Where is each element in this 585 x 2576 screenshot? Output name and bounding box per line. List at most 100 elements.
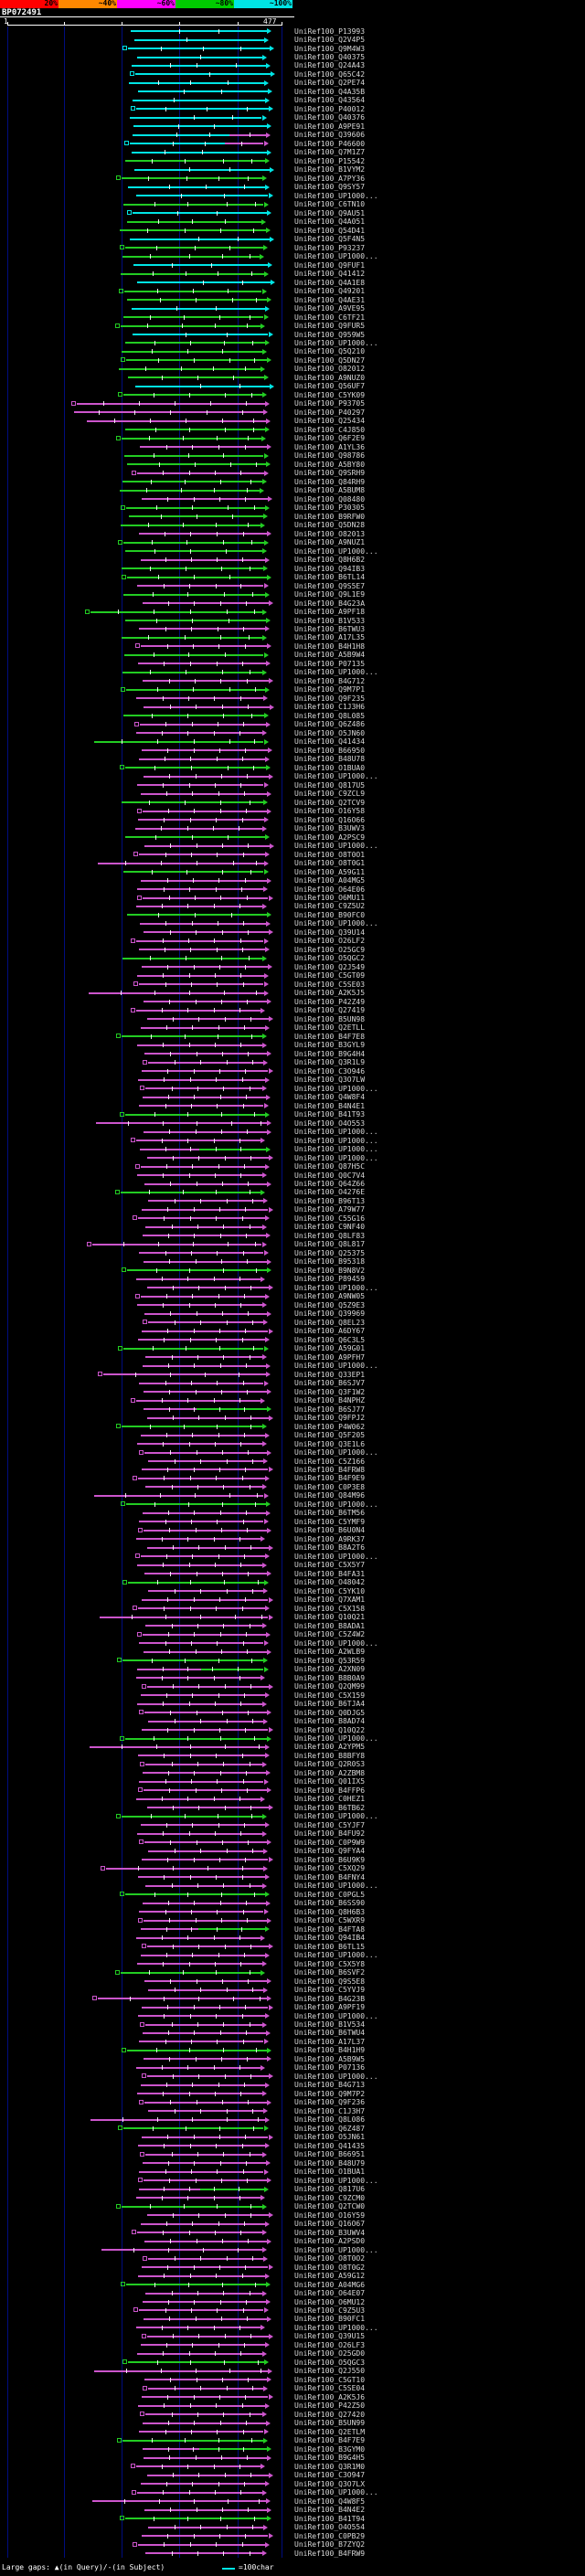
alignment-bar[interactable] [143, 1391, 268, 1394]
hit-label[interactable]: UniRef100_C5WXR9 [294, 1916, 366, 1925]
alignment-bar[interactable] [138, 819, 265, 822]
alignment-bar[interactable] [136, 1832, 262, 1835]
alignment-bar[interactable] [141, 2266, 269, 2268]
hit-label[interactable]: UniRef100_B8B0A9 [294, 1673, 366, 1682]
alignment-bar[interactable] [144, 1053, 267, 1055]
alignment-bar[interactable] [121, 437, 261, 440]
hit-label[interactable]: UniRef100_Q2PE74 [294, 79, 366, 88]
alignment-bar[interactable] [123, 1347, 264, 1350]
alignment-bar[interactable] [225, 143, 264, 145]
hit-label[interactable]: UniRef100_B6U9K9 [294, 1855, 366, 1864]
hit-label[interactable]: UniRef100_B8AD74 [294, 1717, 366, 1725]
alignment-bar[interactable] [139, 853, 266, 855]
hit-label[interactable]: UniRef100_P93705 [294, 399, 366, 408]
alignment-bar[interactable] [140, 2083, 265, 2086]
alignment-bar[interactable] [143, 1130, 268, 1133]
hit-label[interactable]: UniRef100_UP1000... [294, 1734, 378, 1743]
alignment-bar[interactable] [141, 1468, 269, 1471]
hit-label[interactable]: UniRef100_Q9FUR5 [294, 322, 366, 330]
hit-label[interactable]: UniRef100_B48U79 [294, 2158, 366, 2168]
alignment-bar[interactable] [146, 2214, 270, 2217]
hit-label[interactable]: UniRef100_O48042 [294, 1578, 366, 1587]
alignment-bar[interactable] [140, 792, 267, 795]
hit-label[interactable]: UniRef100_B8BFY8 [294, 1751, 366, 1760]
alignment-bar[interactable] [121, 524, 261, 526]
hit-label[interactable]: UniRef100_O26LF2 [294, 937, 366, 946]
hit-label[interactable]: UniRef100_B1V533 [294, 616, 366, 625]
alignment-bar[interactable] [125, 2284, 266, 2285]
hit-label[interactable]: UniRef100_A5B9W5 [294, 2054, 366, 2063]
hit-label[interactable]: UniRef100_C5X158 [294, 1604, 366, 1613]
hit-label[interactable]: UniRef100_UP1000... [294, 2245, 378, 2254]
hit-label[interactable]: UniRef100_B1V534 [294, 2020, 366, 2029]
alignment-bar[interactable] [135, 1538, 261, 1541]
alignment-bar[interactable] [138, 533, 268, 535]
alignment-bar[interactable] [136, 1304, 262, 1307]
alignment-bar[interactable] [136, 2352, 262, 2355]
hit-label[interactable]: UniRef100_Q5DN27 [294, 355, 366, 365]
hit-label[interactable]: UniRef100_Q4W8F4 [294, 1093, 366, 1102]
hit-label[interactable]: UniRef100_UP1000... [294, 1362, 378, 1371]
alignment-bar[interactable] [127, 376, 265, 379]
alignment-bar[interactable] [136, 1564, 262, 1566]
alignment-bar[interactable] [137, 585, 264, 587]
alignment-bar[interactable] [136, 784, 264, 787]
hit-label[interactable]: UniRef100_Q65C42 [294, 69, 366, 79]
alignment-bar[interactable] [139, 983, 264, 986]
hit-label[interactable]: UniRef100_UP1000... [294, 2176, 378, 2185]
alignment-bar[interactable] [119, 229, 266, 232]
alignment-bar[interactable] [123, 593, 265, 596]
hit-label[interactable]: UniRef100_Q3F1W2 [294, 1387, 366, 1396]
hit-label[interactable]: UniRef100_Q2TCW0 [294, 2202, 366, 2211]
alignment-bar[interactable] [144, 844, 270, 847]
hit-label[interactable]: UniRef100_B6TWU4 [294, 2029, 366, 2038]
alignment-bar[interactable] [129, 143, 226, 145]
hit-label[interactable]: UniRef100_B4F9E9 [294, 1474, 366, 1483]
hit-label[interactable]: UniRef100_Q0DJG5 [294, 1708, 366, 1717]
hit-label[interactable]: UniRef100_C5YMF9 [294, 1517, 366, 1526]
alignment-bar[interactable] [124, 1737, 267, 1740]
alignment-bar[interactable] [143, 775, 270, 778]
alignment-bar[interactable] [140, 446, 267, 449]
alignment-bar[interactable] [143, 1529, 268, 1532]
alignment-bar[interactable] [146, 2075, 270, 2078]
alignment-bar[interactable] [134, 168, 271, 171]
hit-label[interactable]: UniRef100_P40012 [294, 104, 366, 113]
alignment-bar[interactable] [143, 2058, 268, 2061]
alignment-bar[interactable] [132, 64, 266, 67]
hit-label[interactable]: UniRef100_Q53R59 [294, 1656, 366, 1665]
alignment-bar[interactable] [138, 663, 266, 665]
alignment-bar[interactable] [135, 2327, 261, 2329]
alignment-bar[interactable] [136, 697, 263, 700]
alignment-bar[interactable] [148, 2257, 263, 2260]
hit-label[interactable]: UniRef100_Q41434 [294, 737, 366, 747]
hit-label[interactable]: UniRef100_Q98786 [294, 451, 366, 461]
alignment-bar[interactable] [138, 1607, 266, 1610]
alignment-bar[interactable] [148, 1321, 263, 1324]
hit-label[interactable]: UniRef100_B96T13 [294, 1196, 366, 1205]
alignment-bar[interactable] [136, 1044, 262, 1046]
alignment-bar[interactable] [129, 81, 264, 84]
hit-label[interactable]: UniRef100_Q817U6 [294, 2185, 366, 2194]
alignment-bar[interactable] [146, 1945, 270, 1948]
hit-label[interactable]: UniRef100_A17L37 [294, 2037, 366, 2046]
alignment-bar[interactable] [144, 1841, 267, 1844]
alignment-bar[interactable] [145, 1356, 263, 1359]
alignment-bar[interactable] [135, 2465, 261, 2468]
hit-label[interactable]: UniRef100_B6TL14 [294, 573, 366, 581]
hit-label[interactable]: UniRef100_Q25375 [294, 1248, 366, 1257]
hit-label[interactable]: UniRef100_A17L35 [294, 633, 366, 642]
hit-label[interactable]: UniRef100_UP1000... [294, 1882, 378, 1891]
alignment-bar[interactable] [138, 1477, 266, 1479]
alignment-bar[interactable] [133, 38, 265, 41]
hit-label[interactable]: UniRef100_A9VE95 [294, 304, 366, 313]
hit-label[interactable]: UniRef100_Q4A1E8 [294, 278, 366, 287]
hit-label[interactable]: UniRef100_Q9AU51 [294, 208, 366, 217]
alignment-bar[interactable] [122, 350, 263, 353]
alignment-bar[interactable] [145, 2552, 263, 2554]
alignment-bar[interactable] [141, 1070, 269, 1073]
hit-label[interactable]: UniRef100_C5X5Y8 [294, 1959, 366, 1968]
hit-label[interactable]: UniRef100_Q39606 [294, 131, 366, 140]
hit-label[interactable]: UniRef100_O6MU11 [294, 894, 366, 902]
hit-label[interactable]: UniRef100_B90FC0 [294, 910, 366, 919]
